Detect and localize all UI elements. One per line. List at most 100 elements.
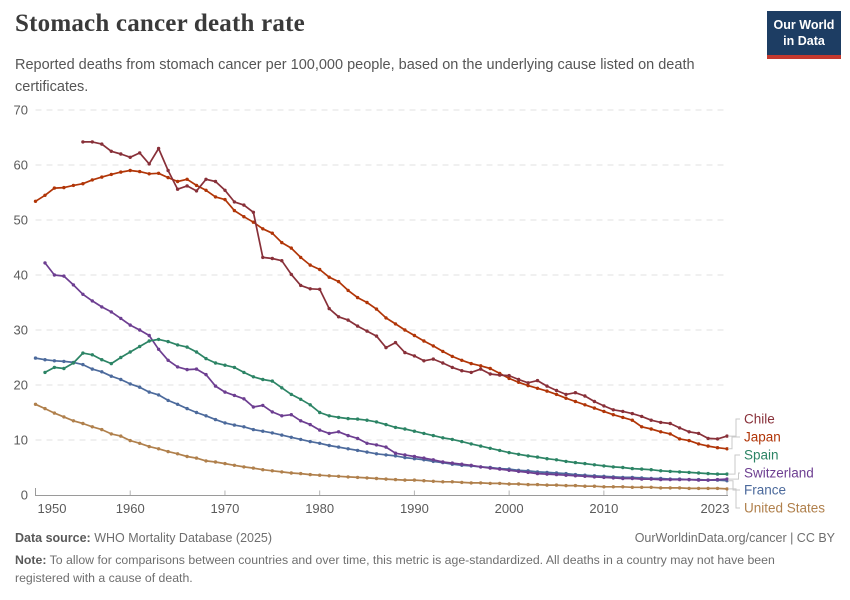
data-point[interactable]	[308, 472, 312, 477]
data-point[interactable]	[213, 384, 218, 388]
data-point[interactable]	[498, 448, 502, 453]
legend-label-spain[interactable]: Spain	[744, 448, 779, 463]
data-point[interactable]	[479, 465, 483, 469]
data-point[interactable]	[687, 486, 691, 491]
data-point[interactable]	[175, 402, 180, 406]
data-point[interactable]	[242, 425, 246, 429]
data-point[interactable]	[498, 467, 502, 471]
owid-logo[interactable]: Our World in Data	[767, 11, 841, 60]
data-point[interactable]	[441, 349, 445, 354]
series-france[interactable]	[33, 356, 729, 483]
data-point[interactable]	[640, 414, 644, 419]
data-point[interactable]	[422, 479, 426, 483]
data-point[interactable]	[602, 464, 606, 468]
data-point[interactable]	[460, 439, 464, 444]
data-point[interactable]	[592, 484, 597, 488]
data-point[interactable]	[213, 179, 218, 184]
data-point[interactable]	[270, 231, 274, 235]
data-point[interactable]	[280, 240, 284, 245]
data-point[interactable]	[393, 340, 398, 345]
data-point[interactable]	[630, 418, 634, 422]
data-point[interactable]	[450, 365, 454, 370]
data-point[interactable]	[156, 337, 161, 342]
data-point[interactable]	[640, 477, 644, 481]
data-point[interactable]	[384, 316, 388, 320]
data-point[interactable]	[138, 151, 142, 155]
data-point[interactable]	[488, 466, 492, 470]
data-point[interactable]	[204, 459, 208, 463]
data-point[interactable]	[498, 373, 502, 377]
data-point[interactable]	[185, 184, 189, 188]
data-point[interactable]	[128, 438, 132, 443]
data-point[interactable]	[346, 288, 350, 293]
data-point[interactable]	[668, 432, 672, 436]
data-point[interactable]	[545, 457, 549, 461]
data-point[interactable]	[299, 471, 303, 476]
data-point[interactable]	[469, 463, 473, 467]
data-point[interactable]	[119, 316, 123, 321]
data-point[interactable]	[62, 366, 66, 371]
data-point[interactable]	[175, 452, 180, 456]
data-point[interactable]	[185, 367, 189, 372]
data-point[interactable]	[554, 458, 559, 462]
data-point[interactable]	[696, 442, 701, 446]
data-point[interactable]	[715, 472, 720, 476]
series-switzerland[interactable]	[43, 261, 729, 482]
data-point[interactable]	[535, 455, 540, 459]
data-point[interactable]	[242, 397, 246, 401]
data-point[interactable]	[668, 477, 672, 482]
data-point[interactable]	[109, 374, 114, 378]
data-point[interactable]	[725, 447, 729, 451]
data-point[interactable]	[535, 482, 540, 487]
data-point[interactable]	[696, 478, 701, 482]
data-point[interactable]	[583, 394, 587, 398]
data-point[interactable]	[90, 353, 95, 357]
data-point[interactable]	[175, 187, 180, 191]
data-point[interactable]	[156, 393, 161, 397]
data-point[interactable]	[516, 469, 521, 474]
data-point[interactable]	[573, 483, 578, 488]
data-point[interactable]	[81, 140, 85, 144]
data-point[interactable]	[100, 358, 104, 362]
data-point[interactable]	[412, 333, 417, 338]
data-point[interactable]	[687, 430, 691, 434]
data-point[interactable]	[223, 363, 227, 367]
data-point[interactable]	[706, 436, 710, 441]
data-point[interactable]	[507, 450, 511, 455]
data-point[interactable]	[100, 175, 104, 179]
data-point[interactable]	[43, 193, 47, 197]
data-point[interactable]	[138, 344, 142, 349]
data-point[interactable]	[175, 179, 180, 184]
data-point[interactable]	[469, 481, 473, 485]
data-point[interactable]	[156, 347, 161, 351]
data-point[interactable]	[299, 437, 303, 442]
data-point[interactable]	[81, 351, 85, 355]
data-point[interactable]	[687, 470, 691, 475]
data-point[interactable]	[251, 375, 256, 379]
data-point[interactable]	[355, 417, 360, 421]
data-point[interactable]	[346, 433, 350, 438]
legend-label-france[interactable]: France	[744, 483, 786, 498]
data-point[interactable]	[299, 419, 303, 423]
data-point[interactable]	[185, 345, 189, 349]
data-point[interactable]	[213, 460, 218, 464]
data-point[interactable]	[659, 486, 663, 490]
data-point[interactable]	[166, 449, 170, 454]
data-point[interactable]	[336, 474, 341, 478]
data-point[interactable]	[232, 365, 237, 370]
data-point[interactable]	[289, 413, 293, 417]
data-point[interactable]	[71, 183, 76, 188]
data-point[interactable]	[43, 261, 47, 265]
data-point[interactable]	[213, 417, 218, 422]
data-point[interactable]	[602, 475, 606, 480]
data-point[interactable]	[156, 171, 161, 175]
data-point[interactable]	[147, 333, 151, 338]
data-point[interactable]	[450, 480, 454, 484]
data-point[interactable]	[299, 283, 303, 288]
data-point[interactable]	[119, 170, 123, 174]
data-point[interactable]	[374, 443, 379, 447]
data-point[interactable]	[526, 383, 530, 388]
data-point[interactable]	[450, 437, 454, 442]
data-point[interactable]	[431, 479, 435, 483]
data-point[interactable]	[119, 152, 123, 156]
